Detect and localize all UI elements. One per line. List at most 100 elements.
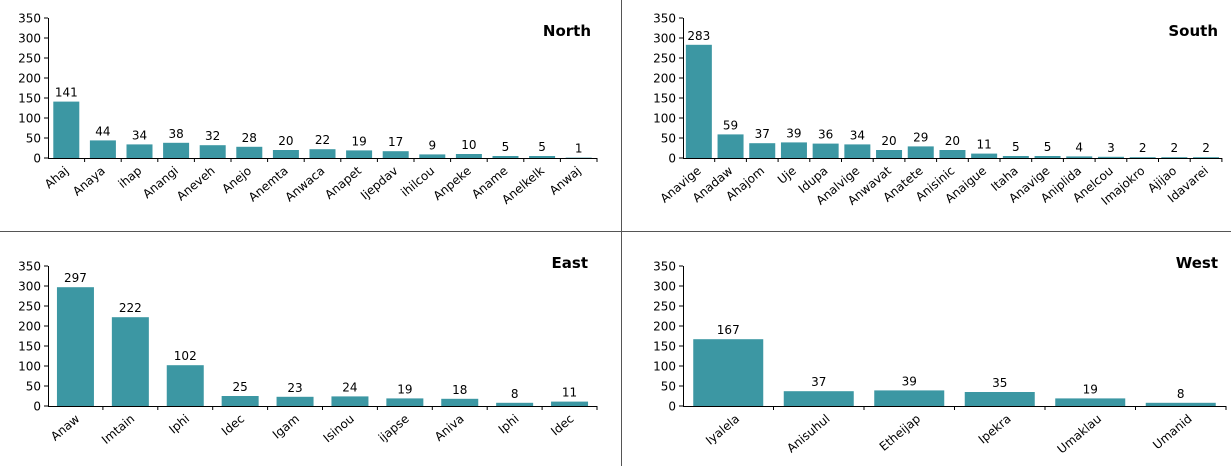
y-tick-label: 250 xyxy=(653,300,676,314)
data-label: 1 xyxy=(575,142,583,156)
bar xyxy=(310,149,336,158)
bar xyxy=(874,390,944,406)
x-tick-label: Aneveh xyxy=(174,164,218,204)
data-label: 19 xyxy=(397,382,412,396)
x-tick-label: Anwaj xyxy=(547,164,584,198)
y-tick-label: 150 xyxy=(18,92,41,106)
bar xyxy=(167,365,204,406)
x-tick-label: Igam xyxy=(270,412,302,442)
data-label: 39 xyxy=(902,374,917,388)
data-label: 18 xyxy=(452,383,467,397)
y-tick-label: 50 xyxy=(661,380,676,394)
bar xyxy=(383,151,409,158)
y-tick-label: 250 xyxy=(653,52,676,66)
y-tick-label: 0 xyxy=(33,400,41,414)
data-label: 5 xyxy=(538,140,546,154)
data-label: 3 xyxy=(1107,141,1115,155)
data-label: 44 xyxy=(95,124,110,138)
x-tick-label: Iyalela xyxy=(703,412,742,448)
y-tick-label: 50 xyxy=(26,380,41,394)
bar xyxy=(784,391,854,406)
x-tick-label: Ipekra xyxy=(976,412,1014,447)
y-tick-label: 300 xyxy=(653,280,676,294)
data-label: 17 xyxy=(388,135,403,149)
data-label: 167 xyxy=(717,323,740,337)
y-tick-label: 0 xyxy=(668,400,676,414)
data-label: 8 xyxy=(511,387,519,401)
data-label: 20 xyxy=(881,134,896,148)
bar xyxy=(876,150,902,158)
bar xyxy=(57,287,94,406)
bar xyxy=(496,403,533,406)
x-tick-label: ijapse xyxy=(376,412,412,445)
data-label: 10 xyxy=(461,138,476,152)
x-tick-label: Iphi xyxy=(166,412,192,437)
data-label: 5 xyxy=(502,140,510,154)
bar xyxy=(813,144,839,158)
data-label: 4 xyxy=(1075,140,1083,154)
bar xyxy=(749,143,775,158)
y-tick-label: 300 xyxy=(653,32,676,46)
y-tick-label: 200 xyxy=(18,320,41,334)
chart-title-west: West xyxy=(1176,254,1218,272)
y-tick-label: 100 xyxy=(18,112,41,126)
y-tick-label: 0 xyxy=(33,152,41,166)
data-label: 8 xyxy=(1177,387,1185,401)
bar xyxy=(331,396,368,406)
bar xyxy=(1035,156,1061,158)
x-tick-label: ihap xyxy=(116,164,145,191)
bar xyxy=(273,150,299,158)
bar xyxy=(200,145,226,158)
chart-title-east: East xyxy=(552,254,588,272)
x-tick-label: Etheijap xyxy=(877,412,923,454)
bar xyxy=(529,156,555,158)
bar xyxy=(419,154,445,158)
data-label: 2 xyxy=(1202,141,1210,155)
y-tick-label: 100 xyxy=(653,112,676,126)
bar xyxy=(939,150,965,158)
y-tick-label: 300 xyxy=(18,280,41,294)
y-tick-label: 200 xyxy=(653,320,676,334)
bar xyxy=(971,154,997,158)
bar xyxy=(1055,398,1125,406)
y-tick-label: 350 xyxy=(18,12,41,26)
data-label: 37 xyxy=(811,375,826,389)
data-label: 38 xyxy=(168,127,183,141)
bar xyxy=(90,140,116,158)
bar xyxy=(441,399,478,406)
bar xyxy=(127,144,153,158)
bar xyxy=(1066,156,1092,158)
data-label: 35 xyxy=(992,376,1007,390)
bar xyxy=(163,143,189,158)
data-label: 39 xyxy=(786,126,801,140)
x-tick-label: Isinou xyxy=(321,412,357,446)
x-tick-label: Imtain xyxy=(99,412,137,447)
bar xyxy=(53,102,79,158)
data-label: 59 xyxy=(723,118,738,132)
x-tick-label: Iphi xyxy=(496,412,522,437)
data-label: 222 xyxy=(119,301,142,315)
bar xyxy=(277,397,314,406)
data-label: 5 xyxy=(1012,140,1020,154)
y-tick-label: 0 xyxy=(668,152,676,166)
data-label: 22 xyxy=(315,133,330,147)
bar xyxy=(222,396,259,406)
data-label: 5 xyxy=(1044,140,1052,154)
y-tick-label: 150 xyxy=(18,340,41,354)
data-label: 25 xyxy=(233,380,248,394)
y-tick-label: 150 xyxy=(653,92,676,106)
bar xyxy=(844,144,870,158)
x-tick-label: Uje xyxy=(775,164,799,187)
bar xyxy=(965,392,1035,406)
data-label: 36 xyxy=(818,128,833,142)
y-tick-label: 350 xyxy=(18,260,41,274)
bar xyxy=(456,154,482,158)
x-tick-label: Idec xyxy=(219,412,247,439)
y-tick-label: 300 xyxy=(18,32,41,46)
bar xyxy=(693,339,763,406)
bar xyxy=(551,402,588,406)
data-label: 34 xyxy=(132,128,147,142)
bar xyxy=(112,317,149,406)
bar xyxy=(781,142,807,158)
